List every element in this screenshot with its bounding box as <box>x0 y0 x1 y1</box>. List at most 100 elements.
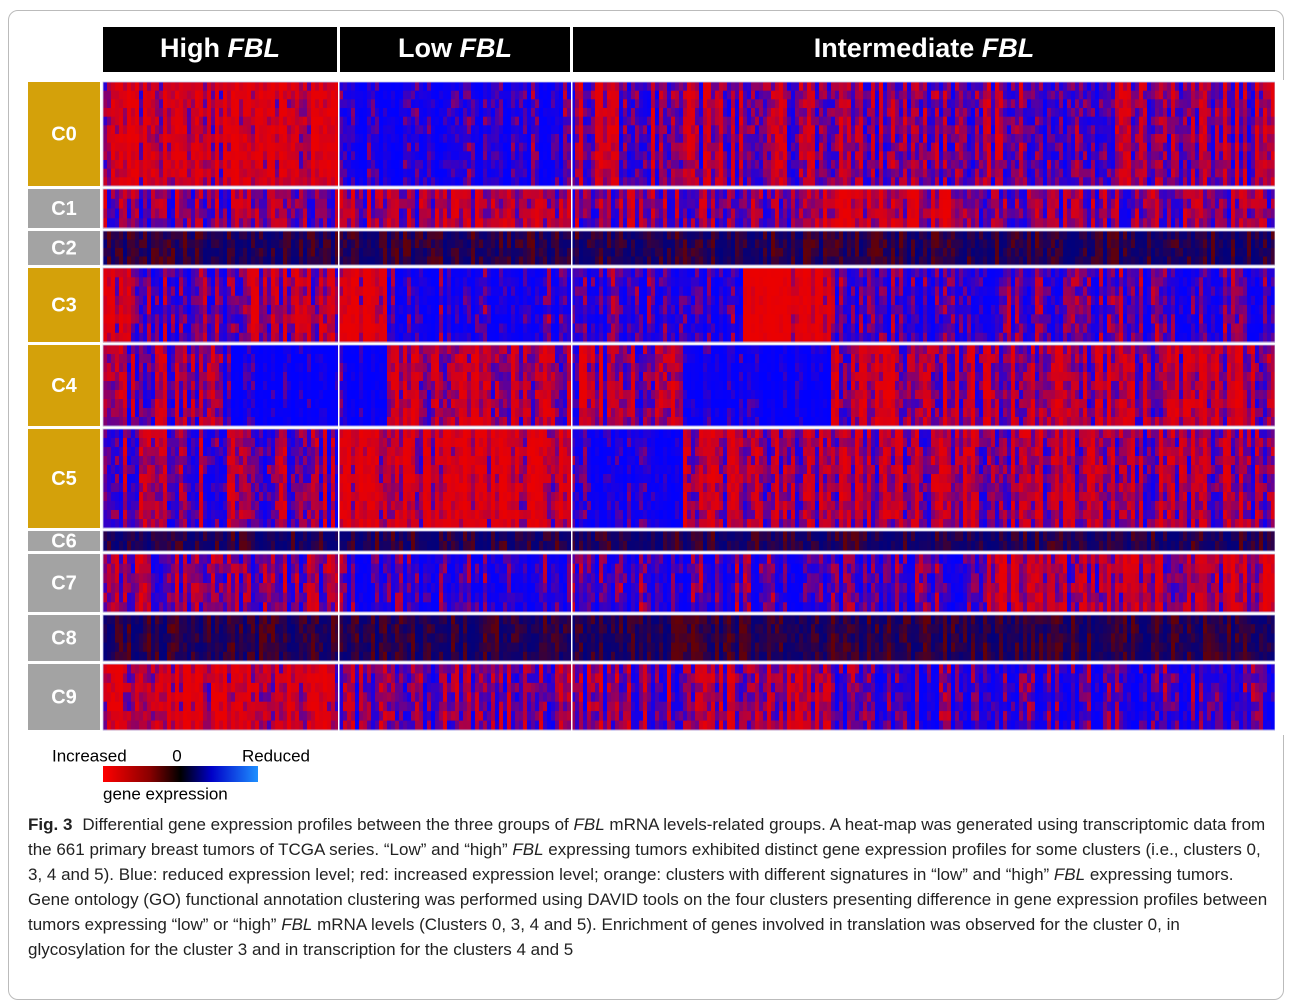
heat-cell <box>1179 218 1183 229</box>
heat-cell <box>319 151 323 161</box>
heat-cell <box>1135 177 1139 187</box>
heat-cell <box>251 160 255 170</box>
heat-cell <box>347 108 351 118</box>
heat-cell <box>591 82 595 92</box>
heat-cell <box>755 116 759 126</box>
heat-cell <box>1063 90 1067 100</box>
heat-cell <box>883 189 887 200</box>
heat-cell <box>1215 125 1219 135</box>
heat-cell <box>1219 134 1223 144</box>
heat-cell <box>343 168 347 178</box>
heat-cell <box>631 160 635 170</box>
heat-cell <box>1031 125 1035 135</box>
heat-cell <box>879 108 883 118</box>
heat-cell <box>1175 108 1179 118</box>
heat-cell <box>443 116 447 126</box>
heat-cell <box>111 116 115 126</box>
heat-cell <box>531 208 535 219</box>
heat-cell <box>327 99 331 109</box>
heat-cell <box>823 208 827 219</box>
heat-cell <box>139 90 143 100</box>
heat-cell <box>271 151 275 161</box>
heat-cell <box>395 256 399 266</box>
heat-cell <box>355 108 359 118</box>
heat-cell <box>1263 160 1267 170</box>
heat-cell <box>267 125 271 135</box>
heat-cell <box>423 218 427 229</box>
heat-cell <box>1047 142 1051 152</box>
heat-cell <box>723 125 727 135</box>
heat-cell <box>619 189 623 200</box>
heat-cell <box>875 99 879 109</box>
heat-cell <box>107 134 111 144</box>
heat-cell <box>1079 90 1083 100</box>
heat-cell <box>1235 125 1239 135</box>
heat-cell <box>167 142 171 152</box>
heat-cell <box>799 142 803 152</box>
heat-cell <box>1183 151 1187 161</box>
heat-cell <box>667 151 671 161</box>
heat-cell <box>687 208 691 219</box>
heat-cell <box>955 189 959 200</box>
heat-cell <box>667 189 671 200</box>
heat-cell <box>447 198 451 210</box>
heat-cell <box>479 99 483 109</box>
heat-cell <box>1251 90 1255 100</box>
heat-cell <box>731 160 735 170</box>
heat-cell <box>1027 218 1031 229</box>
heat-cell <box>659 134 663 144</box>
heat-cell <box>1151 108 1155 118</box>
heat-cell <box>1195 82 1199 92</box>
heat-cell <box>1155 108 1159 118</box>
heat-cell <box>759 99 763 109</box>
heat-cell <box>499 90 503 100</box>
heat-cell <box>347 189 351 200</box>
heat-cell <box>919 90 923 100</box>
heat-cell <box>951 90 955 100</box>
heat-cell <box>463 134 467 144</box>
heat-cell <box>399 90 403 100</box>
heat-cell <box>123 256 127 266</box>
heat-cell <box>135 256 139 266</box>
heat-cell <box>387 208 391 219</box>
heat-cell <box>1223 99 1227 109</box>
heat-cell <box>1075 142 1079 152</box>
heat-cell <box>771 125 775 135</box>
heat-cell <box>1231 108 1235 118</box>
heat-cell <box>1243 134 1247 144</box>
heat-cell <box>303 189 307 200</box>
heat-cell <box>403 248 407 257</box>
heat-cell <box>811 134 815 144</box>
heat-cell <box>1263 99 1267 109</box>
heat-cell <box>887 99 891 109</box>
heat-cell <box>735 134 739 144</box>
heat-cell <box>1071 168 1075 178</box>
heat-cell <box>263 108 267 118</box>
heat-cell <box>307 116 311 126</box>
heat-cell <box>923 168 927 178</box>
heat-cell <box>235 82 239 92</box>
heat-cell <box>791 82 795 92</box>
heat-cell <box>1011 125 1015 135</box>
heat-cell <box>391 208 395 219</box>
heat-cell <box>907 116 911 126</box>
heat-cell <box>599 142 603 152</box>
heat-cell <box>151 99 155 109</box>
heat-cell <box>395 116 399 126</box>
heat-cell <box>219 116 223 126</box>
heat-cell <box>527 151 531 161</box>
heat-cell <box>135 198 139 210</box>
heat-cell <box>1259 151 1263 161</box>
heat-cell <box>467 177 471 187</box>
heat-cell <box>1247 108 1251 118</box>
heat-cell <box>1231 160 1235 170</box>
heat-cell <box>227 134 231 144</box>
heat-cell <box>1215 208 1219 219</box>
heat-cell <box>1071 99 1075 109</box>
heat-cell <box>527 116 531 126</box>
heat-cell <box>607 125 611 135</box>
heat-cell <box>243 256 247 266</box>
heat-cell <box>1163 125 1167 135</box>
heat-cell <box>691 168 695 178</box>
heat-cell <box>883 142 887 152</box>
